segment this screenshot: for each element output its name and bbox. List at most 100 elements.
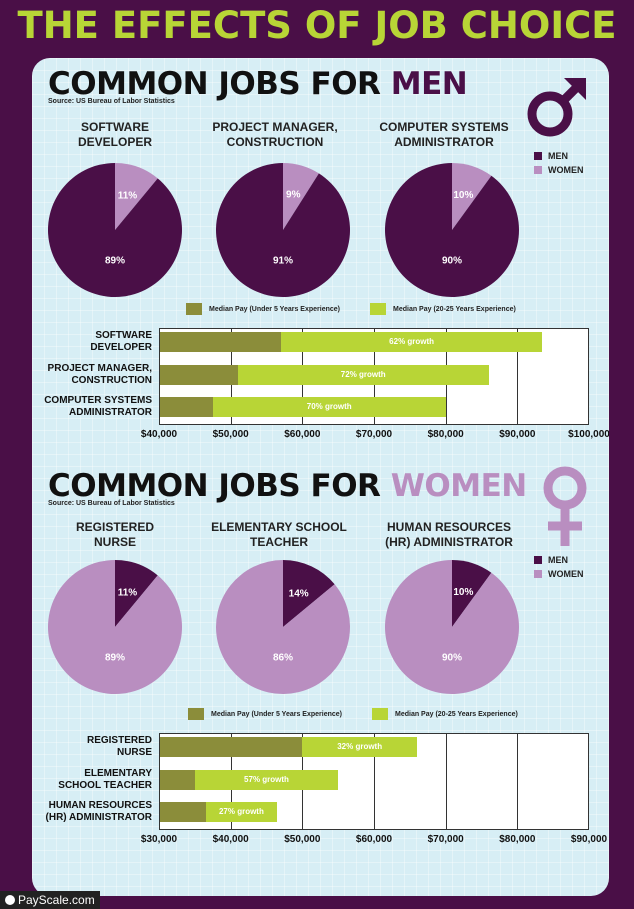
bar-senior-pay xyxy=(160,397,446,417)
women-job-title-1-line1: REGISTERED xyxy=(75,520,154,534)
pie-data-label: 11% xyxy=(118,190,138,201)
pie-slice-men xyxy=(385,163,519,297)
bar-senior-pay xyxy=(160,769,339,790)
pie-chart-3: 10% 90% xyxy=(385,163,519,297)
gridline xyxy=(517,733,519,830)
legend-swatch-senior xyxy=(370,303,386,315)
gridline xyxy=(445,733,447,830)
bar-entry-pay xyxy=(160,802,206,822)
men-job-title-3: COMPUTER SYSTEMS ADMINISTRATOR xyxy=(369,120,519,150)
pie-data-label: 11% xyxy=(118,587,138,598)
x-tick-label: $50,000 xyxy=(284,834,321,845)
legend-swatch-entry xyxy=(188,708,204,720)
legend-swatch-senior xyxy=(372,708,388,720)
women-legend-men: MEN xyxy=(534,555,568,565)
category-label: ELEMENTARY SCHOOL TEACHER xyxy=(58,767,152,791)
bar-legend-entry-label: Median Pay (Under 5 Years Experience) xyxy=(211,710,342,718)
female-symbol-icon xyxy=(543,466,587,546)
bar-senior-pay xyxy=(160,364,489,385)
category-label: HUMAN RESOURCES (HR) ADMINISTRATOR xyxy=(45,800,152,823)
footer-credit-text: PayScale.com xyxy=(18,893,95,907)
women-job-title-2: ELEMENTARY SCHOOL TEACHER xyxy=(204,520,354,550)
x-tick-label: $50,000 xyxy=(212,429,249,440)
category-label: COMPUTER SYSTEMS ADMINISTRATOR xyxy=(44,395,152,418)
bar-entry-pay xyxy=(160,364,238,385)
men-title-prefix: COMMON JOBS FOR xyxy=(48,66,381,102)
bar-entry-pay xyxy=(160,332,281,352)
women-job-title-2-line1: ELEMENTARY SCHOOL xyxy=(211,520,347,534)
legend-men-label: MEN xyxy=(548,555,568,565)
x-tick-label: $70,000 xyxy=(427,834,464,845)
women-pay-bar-chart: $30,000 $40,000 $50,000 $60,000 $70,000 $80,0… xyxy=(32,58,609,896)
pie-slice-women xyxy=(283,163,319,230)
pie-slice-men xyxy=(452,560,492,627)
pie-slice-women xyxy=(47,560,182,694)
pie-data-label: 86% xyxy=(273,653,293,664)
pie-data-label: 89% xyxy=(105,256,125,267)
pie-data-label: 9% xyxy=(286,190,301,201)
pie-data-label: 10% xyxy=(453,190,473,201)
women-source: Source: US Bureau of Labor Statistics xyxy=(48,500,175,507)
women-bar-legend-entry: Median Pay (Under 5 Years Experience) xyxy=(188,708,342,720)
women-job-title-2-line2: TEACHER xyxy=(249,535,308,549)
x-tick-label: $30,000 xyxy=(140,834,178,845)
footer-credit: PayScale.com xyxy=(0,891,100,909)
men-job-title-3-line1: COMPUTER SYSTEMS xyxy=(379,120,509,134)
pie-chart-5: 14% 86% xyxy=(215,560,350,694)
women-job-title-3: HUMAN RESOURCES (HR) ADMINISTRATOR xyxy=(374,520,524,550)
infographic-panel: COMMON JOBS FOR MEN Source: US Bureau of… xyxy=(32,58,609,896)
legend-swatch-men xyxy=(534,556,542,564)
men-job-title-2-line1: PROJECT MANAGER, xyxy=(212,120,338,134)
men-job-title-2: PROJECT MANAGER, CONSTRUCTION xyxy=(200,120,350,150)
pie-chart-4: 11% 89% xyxy=(47,560,182,694)
growth-label: 62% growth xyxy=(389,337,435,346)
bar-legend-senior-label: Median Pay (20-25 Years Experience) xyxy=(395,710,518,718)
male-symbol-icon xyxy=(527,78,586,137)
growth-label: 70% growth xyxy=(306,402,352,411)
legend-women-label: WOMEN xyxy=(548,165,584,175)
legend-men-label: MEN xyxy=(548,151,568,161)
legend-swatch-men xyxy=(534,152,542,160)
bar-entry-pay xyxy=(160,769,195,790)
pie-data-label: 91% xyxy=(273,256,293,267)
pie-slice-women xyxy=(215,560,350,694)
men-bar-legend-entry: Median Pay (Under 5 Years Experience) xyxy=(186,303,340,315)
men-job-title-3-line2: ADMINISTRATOR xyxy=(394,135,494,149)
legend-swatch-women xyxy=(534,570,542,578)
men-legend-men: MEN xyxy=(534,151,568,161)
category-label: REGISTERED NURSE xyxy=(86,735,152,758)
pie-slice-men xyxy=(283,560,335,627)
gridline xyxy=(374,733,375,830)
x-tick-label: $40,000 xyxy=(140,429,178,440)
pie-data-label: 10% xyxy=(453,587,473,598)
pie-slice-women xyxy=(385,560,519,694)
pie-slice-men xyxy=(115,560,158,627)
men-job-title-1-line1: SOFTWARE xyxy=(81,120,149,134)
pie-data-label: 89% xyxy=(105,653,125,664)
men-source: Source: US Bureau of Labor Statistics xyxy=(48,98,175,105)
x-tick-label: $80,000 xyxy=(427,429,464,440)
women-bar-legend-senior: Median Pay (20-25 Years Experience) xyxy=(372,708,518,720)
x-tick-label: $60,000 xyxy=(284,429,321,440)
legend-swatch-entry xyxy=(186,303,202,315)
women-legend-women: WOMEN xyxy=(534,569,584,579)
men-title-highlight: MEN xyxy=(390,66,468,102)
x-tick-label: $100,000 xyxy=(568,429,609,440)
bar-legend-senior-label: Median Pay (20-25 Years Experience) xyxy=(393,305,516,313)
pie-chart-6: 10% 90% xyxy=(385,560,519,694)
men-job-title-1: SOFTWARE DEVELOPER xyxy=(40,120,190,150)
bar-entry-pay xyxy=(160,737,303,757)
category-label: SOFTWARE DEVELOPER xyxy=(90,330,152,353)
x-tick-label: $90,000 xyxy=(499,429,536,440)
men-job-title-1-line2: DEVELOPER xyxy=(77,135,152,149)
x-tick-label: $90,000 xyxy=(570,834,608,845)
growth-label: 32% growth xyxy=(337,742,383,751)
growth-label: 27% growth xyxy=(218,807,264,816)
pie-data-label: 90% xyxy=(442,653,462,664)
pie-slice-women xyxy=(115,163,158,230)
pie-data-label: 14% xyxy=(289,589,309,600)
pie-chart-2: 9% 91% xyxy=(215,163,350,297)
x-tick-label: $70,000 xyxy=(355,429,393,440)
growth-label: 72% growth xyxy=(340,369,386,379)
men-pay-bar-chart: $40,000 $50,000 $60,000 $70,000 $80,000 $90,0… xyxy=(32,58,609,458)
